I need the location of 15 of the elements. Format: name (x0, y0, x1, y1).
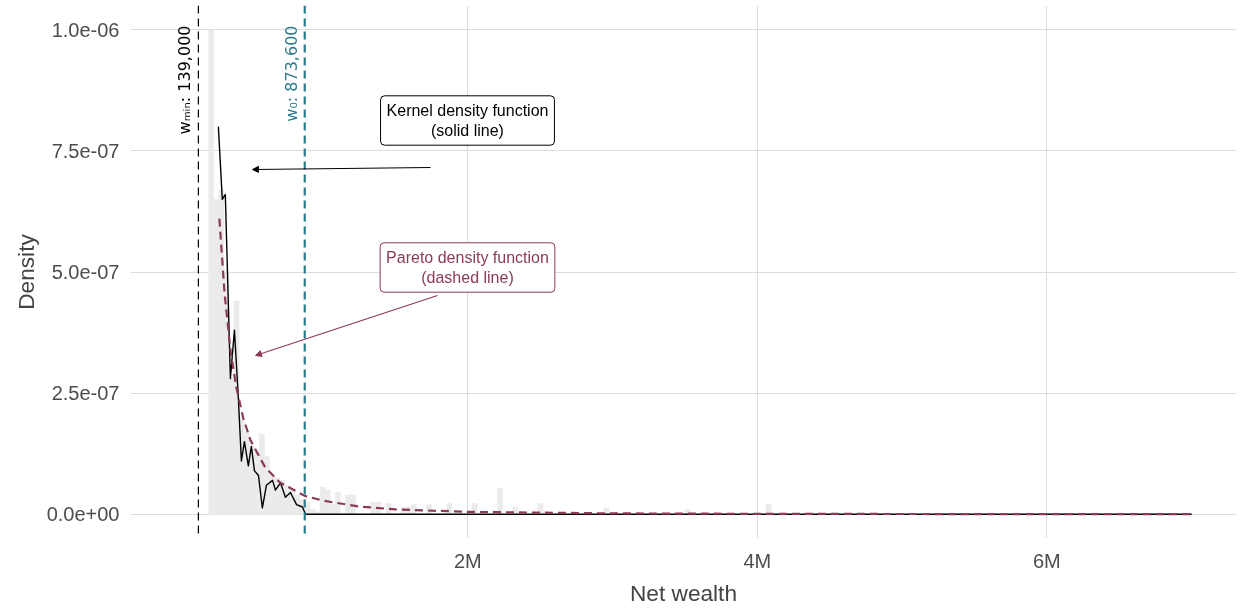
x-axis-title: Net wealth (629, 579, 738, 606)
ref-line-label: wₘᵢₙ: 139,000 (175, 25, 195, 135)
x-tick-label: 2M (453, 549, 482, 572)
x-tick-label: 6M (1032, 549, 1061, 572)
y-tick-label: 7.5e-07 (51, 139, 120, 162)
annotation: Pareto density function (dashed line) (386, 248, 549, 287)
y-tick-label: 2.5e-07 (51, 382, 120, 405)
x-tick-label: 4M (743, 549, 772, 572)
y-tick-label: 5.0e-07 (51, 261, 120, 283)
y-axis-title: Density (12, 233, 39, 310)
line-series (218, 217, 1193, 516)
annotation: Kernel density function (solid line) (386, 101, 549, 140)
y-tick-label: 1.0e-06 (51, 18, 120, 41)
ref-line-label: w₀: 873,600 (281, 25, 301, 122)
y-tick-label: 0.0e+00 (46, 503, 120, 526)
